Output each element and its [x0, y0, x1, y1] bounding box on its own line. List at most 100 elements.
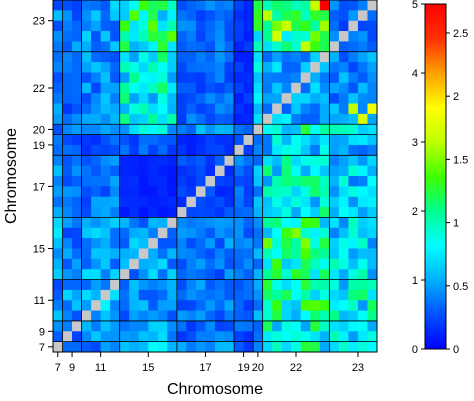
heatmap-cell: [167, 269, 178, 280]
heatmap-cell: [319, 113, 330, 125]
heatmap-cell: [62, 31, 73, 42]
heatmap-cell: [176, 207, 187, 218]
heatmap-cell: [195, 134, 206, 146]
heatmap-cell: [167, 248, 178, 260]
heatmap-cell: [262, 331, 273, 343]
heatmap-cell: [62, 134, 73, 146]
heatmap-cell: [81, 144, 92, 156]
heatmap-cell: [300, 82, 311, 94]
heatmap-cell: [281, 196, 292, 208]
x-tick-label: 11: [95, 362, 106, 374]
heatmap-cell: [186, 341, 197, 353]
heatmap-cell: [53, 93, 63, 104]
heatmap-cell: [176, 331, 187, 343]
heatmap-cell: [110, 103, 121, 115]
heatmap-cell: [110, 269, 121, 280]
heatmap-cell: [81, 331, 92, 343]
heatmap-cell: [129, 51, 140, 63]
heatmap-cell: [234, 279, 244, 291]
heatmap-cell: [357, 72, 368, 84]
colorbar-right-tick-label: 0.5: [453, 281, 468, 293]
heatmap-cell: [243, 331, 254, 343]
heatmap-cell: [272, 207, 283, 218]
heatmap-cell: [100, 0, 111, 11]
heatmap-cell: [72, 300, 82, 311]
heatmap-cell: [81, 227, 92, 239]
heatmap-cell: [167, 134, 178, 146]
heatmap-cell: [272, 310, 283, 322]
heatmap-cell: [176, 320, 187, 332]
heatmap-cell: [338, 124, 349, 135]
heatmap-cell: [148, 165, 159, 177]
heatmap-cell: [272, 279, 283, 291]
heatmap-cell: [329, 227, 340, 239]
heatmap-cell: [338, 41, 349, 53]
heatmap-cell: [205, 51, 216, 63]
heatmap-cell: [262, 93, 273, 104]
heatmap-cell: [357, 62, 368, 73]
heatmap-cell: [281, 20, 292, 32]
heatmap-cell: [338, 51, 349, 63]
heatmap-cell: [234, 341, 244, 353]
heatmap-cell: [129, 217, 140, 229]
heatmap-cell: [195, 103, 206, 115]
heatmap-cell: [129, 300, 140, 311]
heatmap-cell: [62, 0, 73, 11]
heatmap-cell: [243, 165, 254, 177]
heatmap-cell: [186, 72, 197, 84]
heatmap-cell: [129, 186, 140, 198]
heatmap-cell: [176, 72, 187, 84]
heatmap-cell: [72, 289, 82, 301]
heatmap-cell: [62, 103, 73, 115]
heatmap-cell: [119, 20, 130, 32]
heatmap-cell: [167, 124, 178, 135]
heatmap-cell: [310, 331, 321, 343]
heatmap-cell: [310, 176, 321, 187]
heatmap-cell: [100, 51, 111, 63]
heatmap-cell: [253, 82, 264, 94]
heatmap-cell: [186, 82, 197, 94]
heatmap-cell: [72, 31, 82, 42]
heatmap-cell: [357, 196, 368, 208]
heatmap-cell: [291, 279, 302, 291]
heatmap-cell: [234, 207, 244, 218]
colorbar-right-tick-label: 1: [453, 218, 459, 230]
heatmap-cell: [300, 227, 311, 239]
heatmap-cell: [215, 72, 225, 84]
heatmap-cell: [72, 93, 82, 104]
heatmap-cell: [291, 155, 302, 167]
heatmap-cell: [167, 176, 178, 187]
heatmap-cell: [195, 196, 206, 208]
heatmap-cell: [81, 217, 92, 229]
heatmap-cell: [234, 331, 244, 343]
heatmap-cell: [110, 10, 121, 22]
heatmap-cell: [91, 217, 102, 229]
heatmap-cell: [195, 279, 206, 291]
heatmap-cell: [300, 289, 311, 301]
heatmap-cell: [148, 217, 159, 229]
heatmap-cell: [148, 41, 159, 53]
heatmap-cell: [348, 227, 359, 239]
heatmap-cell: [253, 248, 264, 260]
heatmap-cell: [253, 0, 264, 11]
heatmap-cell: [215, 331, 225, 343]
heatmap-cell: [72, 248, 82, 260]
heatmap-cell: [215, 207, 225, 218]
heatmap-cell: [186, 41, 197, 53]
heatmap-cell: [186, 134, 197, 146]
heatmap-cell: [167, 82, 178, 94]
heatmap-cell: [138, 217, 149, 229]
heatmap-cell: [138, 269, 149, 280]
heatmap-cell: [91, 176, 102, 187]
heatmap-cell: [329, 331, 340, 343]
heatmap-cell: [129, 341, 140, 353]
heatmap-cell: [72, 144, 82, 156]
heatmap-cell: [262, 41, 273, 53]
heatmap-cell: [224, 300, 235, 311]
heatmap-cell: [195, 186, 206, 198]
heatmap-cell: [62, 41, 73, 53]
heatmap-cell: [253, 93, 264, 104]
colorbar-right-tick-label: 2: [453, 91, 459, 103]
heatmap-cell: [262, 0, 273, 11]
heatmap-cell: [329, 20, 340, 32]
